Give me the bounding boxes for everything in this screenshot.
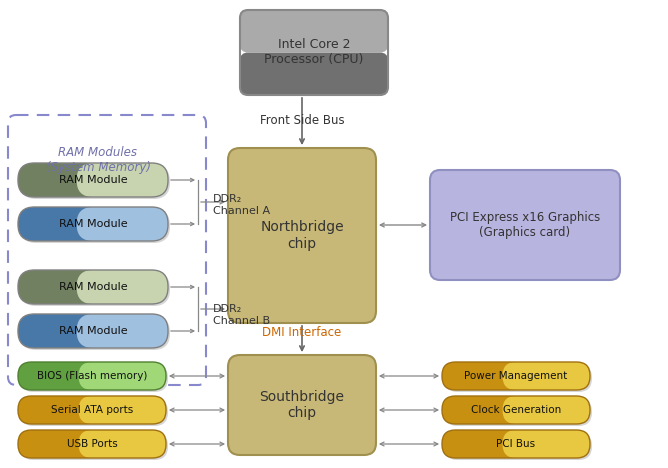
FancyBboxPatch shape [77, 314, 168, 348]
Text: RAM Module: RAM Module [59, 326, 128, 336]
FancyBboxPatch shape [20, 364, 168, 392]
FancyBboxPatch shape [444, 398, 592, 426]
FancyBboxPatch shape [20, 432, 168, 460]
FancyBboxPatch shape [228, 355, 376, 455]
FancyBboxPatch shape [79, 362, 166, 390]
Text: Southbridge
chip: Southbridge chip [259, 390, 345, 420]
FancyBboxPatch shape [240, 52, 388, 95]
Text: DMI Interface: DMI Interface [263, 326, 341, 338]
FancyBboxPatch shape [20, 272, 170, 306]
FancyBboxPatch shape [18, 430, 106, 458]
FancyBboxPatch shape [502, 396, 590, 424]
FancyBboxPatch shape [240, 10, 388, 52]
Text: DDR₂
Channel A: DDR₂ Channel A [213, 194, 270, 216]
FancyBboxPatch shape [20, 209, 170, 243]
FancyBboxPatch shape [18, 362, 106, 390]
Text: BIOS (Flash memory): BIOS (Flash memory) [37, 371, 147, 381]
Text: PCI Express x16 Graphics
(Graphics card): PCI Express x16 Graphics (Graphics card) [450, 211, 600, 239]
FancyBboxPatch shape [442, 396, 530, 424]
FancyBboxPatch shape [79, 430, 166, 458]
FancyBboxPatch shape [8, 115, 206, 385]
FancyBboxPatch shape [79, 396, 166, 424]
FancyBboxPatch shape [77, 207, 168, 241]
Text: USB Ports: USB Ports [67, 439, 118, 449]
FancyBboxPatch shape [18, 396, 106, 424]
FancyBboxPatch shape [20, 165, 170, 199]
Text: RAM Modules
(System Memory): RAM Modules (System Memory) [45, 146, 150, 174]
FancyBboxPatch shape [20, 398, 168, 426]
Text: Front Side Bus: Front Side Bus [260, 114, 344, 126]
Text: Northbridge
chip: Northbridge chip [261, 220, 344, 250]
FancyBboxPatch shape [430, 170, 620, 280]
FancyBboxPatch shape [442, 362, 530, 390]
Text: RAM Module: RAM Module [59, 219, 128, 229]
FancyBboxPatch shape [228, 148, 376, 323]
FancyBboxPatch shape [20, 316, 170, 350]
FancyBboxPatch shape [18, 163, 110, 197]
FancyBboxPatch shape [442, 430, 530, 458]
Text: RAM Module: RAM Module [59, 282, 128, 292]
Text: Intel Core 2
Processor (CPU): Intel Core 2 Processor (CPU) [265, 38, 363, 66]
Text: Power Management: Power Management [464, 371, 568, 381]
Text: Clock Generation: Clock Generation [471, 405, 561, 415]
FancyBboxPatch shape [444, 432, 592, 460]
Text: Serial ATA ports: Serial ATA ports [51, 405, 133, 415]
Text: DDR₂
Channel B: DDR₂ Channel B [213, 304, 270, 326]
FancyBboxPatch shape [77, 270, 168, 304]
Text: PCI Bus: PCI Bus [496, 439, 536, 449]
FancyBboxPatch shape [18, 207, 110, 241]
FancyBboxPatch shape [77, 163, 168, 197]
FancyBboxPatch shape [18, 314, 110, 348]
FancyBboxPatch shape [444, 364, 592, 392]
FancyBboxPatch shape [502, 430, 590, 458]
Text: RAM Module: RAM Module [59, 175, 128, 185]
FancyBboxPatch shape [18, 270, 110, 304]
FancyBboxPatch shape [502, 362, 590, 390]
